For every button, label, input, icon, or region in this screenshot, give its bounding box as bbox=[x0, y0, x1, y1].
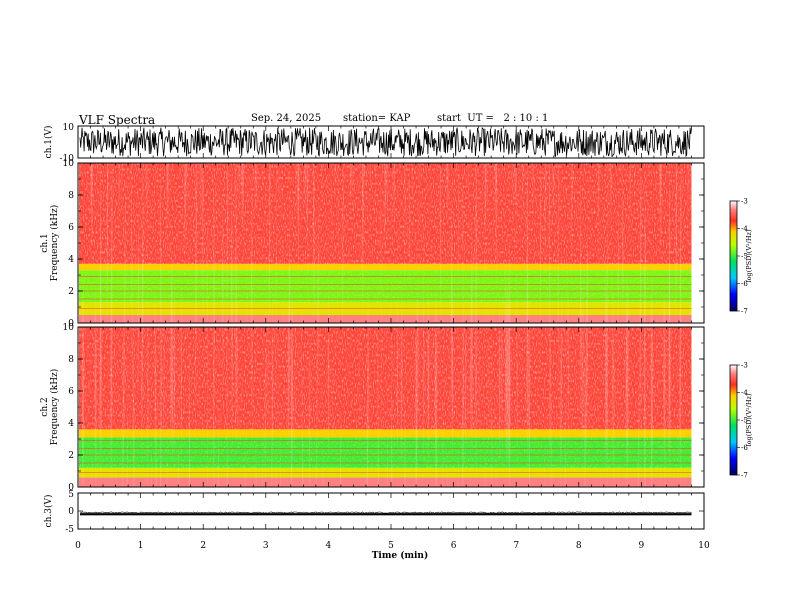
colorbar-tick-label: -7 bbox=[741, 308, 748, 316]
spec-ytick-label: 6 bbox=[68, 223, 74, 233]
ch2-colorbar-label: log(PSD)(V²/Hz) bbox=[745, 393, 753, 446]
x-tick-label: 9 bbox=[639, 541, 645, 551]
ch3-waveform-band bbox=[80, 513, 692, 516]
ch3-ytick-mid: 0 bbox=[68, 507, 74, 517]
spec-ytick-label: 8 bbox=[68, 191, 74, 201]
spec-ytick-label: 4 bbox=[68, 255, 74, 265]
x-tick-label: 3 bbox=[263, 541, 269, 551]
spec-ytick-label: 4 bbox=[68, 419, 74, 429]
ch1-spec-ylabel: Frequency (kHz) bbox=[49, 205, 60, 282]
colorbar-tick-label: -3 bbox=[741, 362, 748, 370]
ch1-waveform-line bbox=[79, 126, 692, 158]
ch3-ylabel: ch.3(V) bbox=[43, 495, 54, 528]
ch3-ticks bbox=[77, 492, 705, 530]
ch1-waveform-panel: 10 -10 ch.1(V) bbox=[43, 123, 705, 164]
spectrogram-vertical-streaks bbox=[79, 328, 692, 486]
spec-ytick-label: 10 bbox=[63, 323, 75, 333]
colorbar-tick-label: -5 bbox=[741, 253, 748, 261]
colorbar-tick-label: -6 bbox=[741, 280, 748, 288]
colorbar-tick-label: -7 bbox=[741, 472, 748, 480]
x-tick-label: 7 bbox=[513, 541, 519, 551]
x-axis-label: Time (min) bbox=[372, 550, 429, 561]
ch2-spectrogram bbox=[79, 327, 692, 487]
x-tick-label: 1 bbox=[138, 541, 144, 551]
x-tick-label: 8 bbox=[576, 541, 582, 551]
ch3-ytick-top: 5 bbox=[68, 490, 74, 500]
spec-ytick-label: 0 bbox=[68, 483, 74, 493]
x-tick-label: 0 bbox=[75, 541, 81, 551]
colorbar-tick-label: -6 bbox=[741, 444, 748, 452]
ch1-colorbar: -3 -4 -5 -6 -7 log(PSD)(V²/Hz) bbox=[729, 198, 753, 316]
spec-ytick-label: 10 bbox=[63, 159, 75, 169]
ch1-ytick-top: 10 bbox=[63, 123, 75, 133]
ch3-waveform-panel: 5 0 -5 ch.3(V) bbox=[43, 490, 705, 535]
colorbar-tick-label: -5 bbox=[741, 417, 748, 425]
x-axis-tick-labels: 0 1 2 3 4 5 6 7 8 9 10 bbox=[75, 541, 710, 551]
spectrogram-vertical-streaks bbox=[79, 164, 692, 322]
chart-title: VLF Spectra bbox=[79, 113, 156, 127]
x-tick-label: 4 bbox=[326, 541, 332, 551]
station-label: station= KAP bbox=[343, 113, 411, 124]
x-tick-label: 10 bbox=[698, 541, 710, 551]
spec-ytick-label: 2 bbox=[68, 451, 74, 461]
start-time-label: start UT = 2 : 10 : 1 bbox=[437, 113, 549, 124]
ch2-spec-ticks bbox=[77, 326, 705, 488]
ch3-ytick-bottom: -5 bbox=[65, 525, 74, 535]
ch1-spec-ticks bbox=[77, 162, 705, 324]
ch1-ytick-bottom: -10 bbox=[60, 154, 75, 164]
ch1-colorbar-label: log(PSD)(V²/Hz) bbox=[745, 229, 753, 282]
colorbar-tick-label: -3 bbox=[741, 198, 748, 206]
ch1-spec-ylabel-top: ch.1 bbox=[40, 233, 50, 252]
ch2-spectrogram-panel: 0 2 4 6 8 10 ch.2 Frequency (kHz) -3 -4 -5 -6 -7 … bbox=[40, 323, 753, 493]
spec-ytick-label: 8 bbox=[68, 355, 74, 365]
ch1-spectrogram-panel: 0 2 4 6 8 10 ch.1 Frequency (kHz) -3 -4 -5 -6 -7 … bbox=[40, 159, 753, 329]
ch1-ylabel: ch.1(V) bbox=[43, 126, 54, 159]
x-tick-label: 5 bbox=[388, 541, 394, 551]
date-label: Sep. 24, 2025 bbox=[251, 113, 322, 124]
spec-ytick-label: 2 bbox=[68, 287, 74, 297]
ch2-spec-ylabel: Frequency (kHz) bbox=[49, 369, 60, 446]
spec-ytick-label: 6 bbox=[68, 387, 74, 397]
x-tick-label: 6 bbox=[451, 541, 457, 551]
spec-ytick-label: 0 bbox=[68, 319, 74, 329]
colorbar-tick-label: -4 bbox=[741, 225, 748, 233]
ch1-spectrogram bbox=[79, 163, 692, 323]
colorbar-tick-label: -4 bbox=[741, 389, 748, 397]
ch1-ticks bbox=[77, 126, 705, 158]
ch2-spec-ylabel-top: ch.2 bbox=[40, 397, 50, 416]
ch2-colorbar: -3 -4 -5 -6 -7 log(PSD)(V²/Hz) bbox=[729, 362, 753, 480]
ch3-waveform-line bbox=[79, 511, 692, 514]
x-tick-label: 2 bbox=[200, 541, 206, 551]
